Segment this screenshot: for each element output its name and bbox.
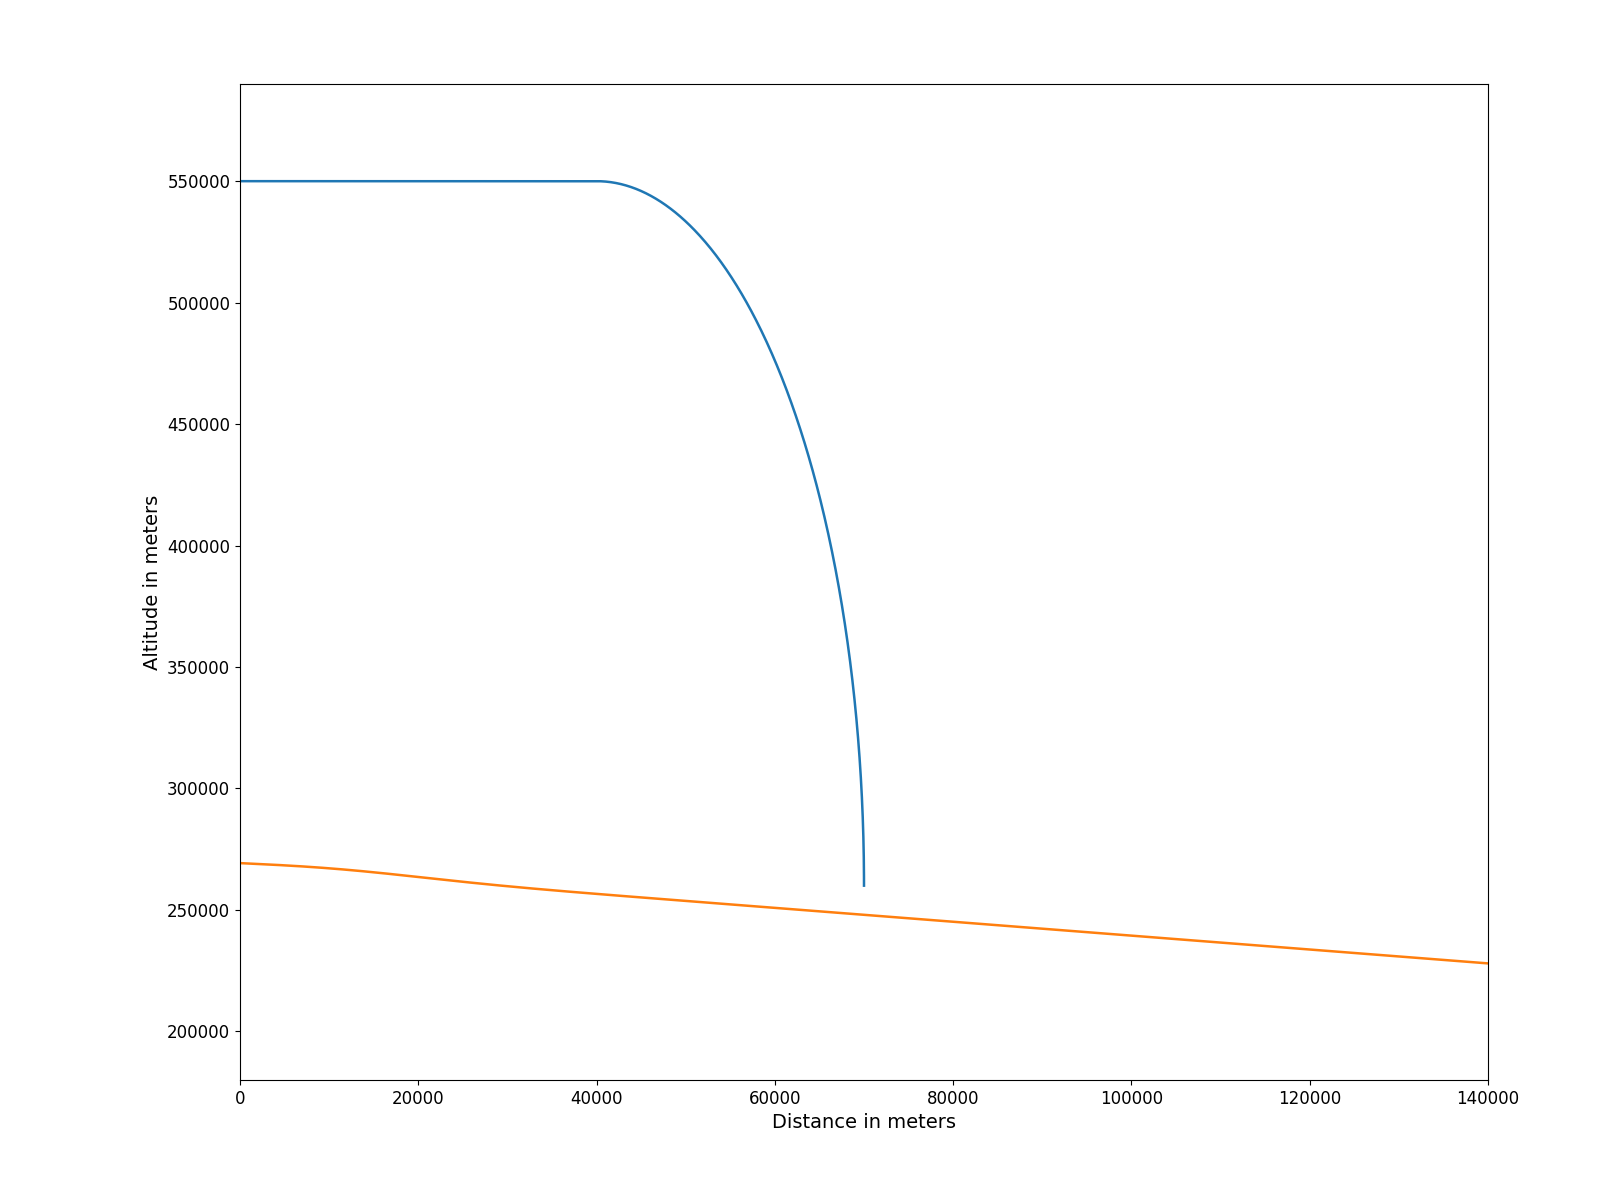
Y-axis label: Altitude in meters: Altitude in meters: [142, 494, 162, 670]
X-axis label: Distance in meters: Distance in meters: [771, 1114, 957, 1133]
